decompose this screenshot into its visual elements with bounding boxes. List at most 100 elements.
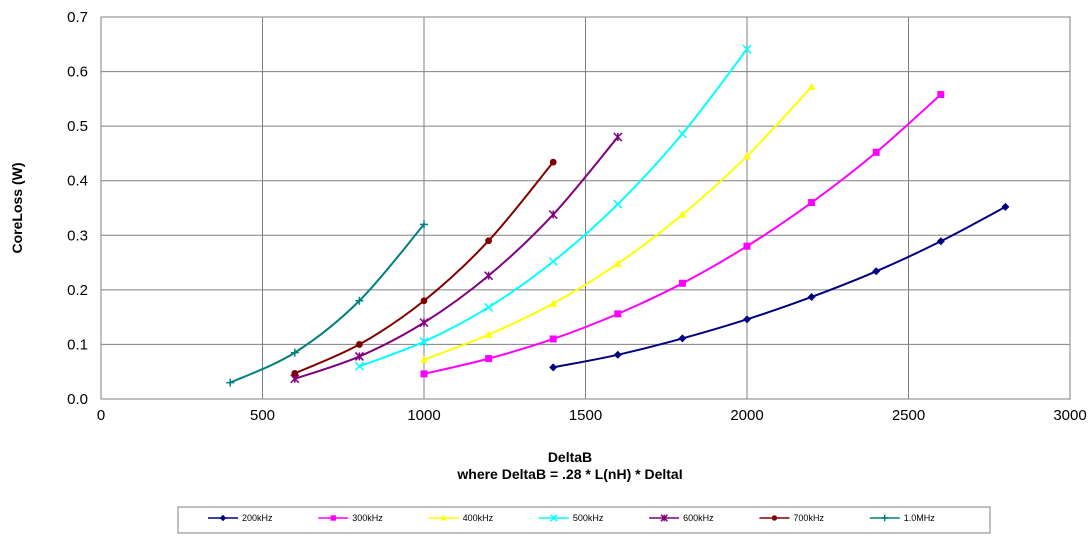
data-point	[355, 296, 364, 305]
legend-label: 1.0MHz	[904, 513, 936, 523]
data-point	[354, 351, 364, 361]
series-600kHz	[290, 132, 623, 384]
y-tick-label: 0.6	[67, 64, 88, 81]
legend-swatch-marker	[660, 514, 668, 522]
data-point	[936, 237, 945, 246]
data-point	[484, 271, 494, 281]
data-point	[485, 237, 492, 245]
legend-swatch-marker	[330, 515, 336, 521]
data-point	[678, 334, 687, 343]
legend: 200kHz 300kHz 400kHz 500kHz 600kHz 700kHz 1.0M…	[177, 506, 991, 534]
data-point	[291, 369, 299, 377]
plot-area-frame	[100, 16, 1071, 400]
data-point	[743, 152, 751, 160]
data-point	[485, 355, 493, 363]
grid-lines	[100, 16, 1071, 400]
y-tick-label: 0.5	[67, 118, 88, 135]
legend-box	[177, 506, 991, 534]
legend-swatch-marker	[219, 514, 227, 522]
series-line	[294, 161, 554, 375]
series-300kHz	[420, 90, 945, 378]
legend-swatch-marker	[440, 514, 447, 521]
data-point	[420, 370, 428, 378]
data-point	[807, 292, 816, 301]
data-point	[742, 44, 752, 54]
series-line	[229, 223, 425, 384]
data-point	[678, 210, 687, 218]
data-point	[872, 148, 880, 156]
series-500kHz	[354, 44, 752, 371]
x-tick-label: 0	[97, 407, 105, 424]
data-point	[808, 199, 816, 207]
y-tick-label: 0.0	[67, 391, 88, 408]
x-tick-label: 2000	[730, 407, 763, 424]
legend-label: 400kHz	[463, 513, 494, 523]
series-400kHz	[420, 82, 816, 363]
data-point	[419, 337, 429, 347]
data-point	[356, 341, 363, 348]
legend-swatch-marker	[771, 515, 778, 521]
y-axis-title: CoreLoss (W)	[9, 163, 25, 254]
legend-label: 500kHz	[573, 513, 604, 523]
data-point	[549, 363, 558, 372]
y-tick-label: 0.3	[67, 227, 88, 244]
legend-swatch-marker	[550, 514, 558, 522]
legend-item: 700kHz	[759, 513, 824, 523]
data-point	[743, 315, 751, 324]
data-point	[743, 242, 751, 250]
y-tick-label: 0.4	[67, 173, 88, 190]
x-axis-title: DeltaB	[548, 449, 592, 465]
legend-item: 300kHz	[318, 513, 383, 523]
data-point	[872, 267, 881, 276]
data-point	[613, 350, 622, 359]
data-point	[548, 256, 558, 267]
data-point	[613, 132, 623, 142]
series-line	[553, 206, 1006, 369]
data-point	[484, 330, 493, 338]
tick-labels: 0 500 1000 1500 2000 2500 3000 0.0 0.1 0.2 0.3 0.4 0…	[67, 9, 1087, 424]
data-point	[420, 220, 428, 229]
legend-item: 600kHz	[649, 513, 714, 523]
series-line	[359, 48, 748, 368]
x-axis-subtitle: where DeltaB = .28 * L(nH) * DeltaI	[456, 466, 682, 482]
data-point	[419, 318, 429, 328]
series-line	[294, 136, 619, 380]
data-point	[613, 199, 623, 209]
legend-item: 200kHz	[208, 513, 273, 523]
data-point	[807, 82, 816, 91]
data-point	[548, 210, 558, 220]
legend-swatch-marker	[881, 514, 888, 522]
series-line	[423, 86, 813, 361]
x-tick-label: 500	[250, 407, 275, 424]
data-point	[937, 90, 945, 98]
y-tick-label: 0.7	[67, 9, 88, 26]
data-point	[290, 348, 299, 357]
data-point	[226, 378, 235, 387]
series-200kHz	[549, 202, 1010, 372]
data-point	[678, 279, 686, 287]
y-tick-label: 0.2	[67, 282, 88, 299]
y-tick-label: 0.1	[67, 336, 88, 353]
series-layer	[226, 44, 1010, 387]
series-1.0MHz	[226, 220, 428, 387]
data-point	[614, 310, 622, 318]
x-tick-label: 2500	[892, 407, 925, 424]
data-point	[549, 335, 557, 343]
data-point	[613, 259, 622, 267]
data-point	[549, 299, 558, 307]
x-tick-label: 1000	[407, 407, 440, 424]
legend-label: 300kHz	[352, 513, 383, 523]
data-point	[677, 129, 687, 139]
x-tick-label: 1500	[569, 407, 602, 424]
legend-label: 600kHz	[683, 513, 714, 523]
legend-label: 700kHz	[793, 513, 824, 523]
data-point	[420, 297, 428, 305]
legend-item: 400kHz	[428, 513, 494, 523]
x-tick-label: 3000	[1053, 407, 1086, 424]
data-point	[484, 302, 494, 312]
data-point	[420, 355, 428, 363]
series-line	[423, 93, 942, 375]
legend-label: 200kHz	[242, 513, 273, 523]
legend-item: 500kHz	[538, 513, 604, 523]
